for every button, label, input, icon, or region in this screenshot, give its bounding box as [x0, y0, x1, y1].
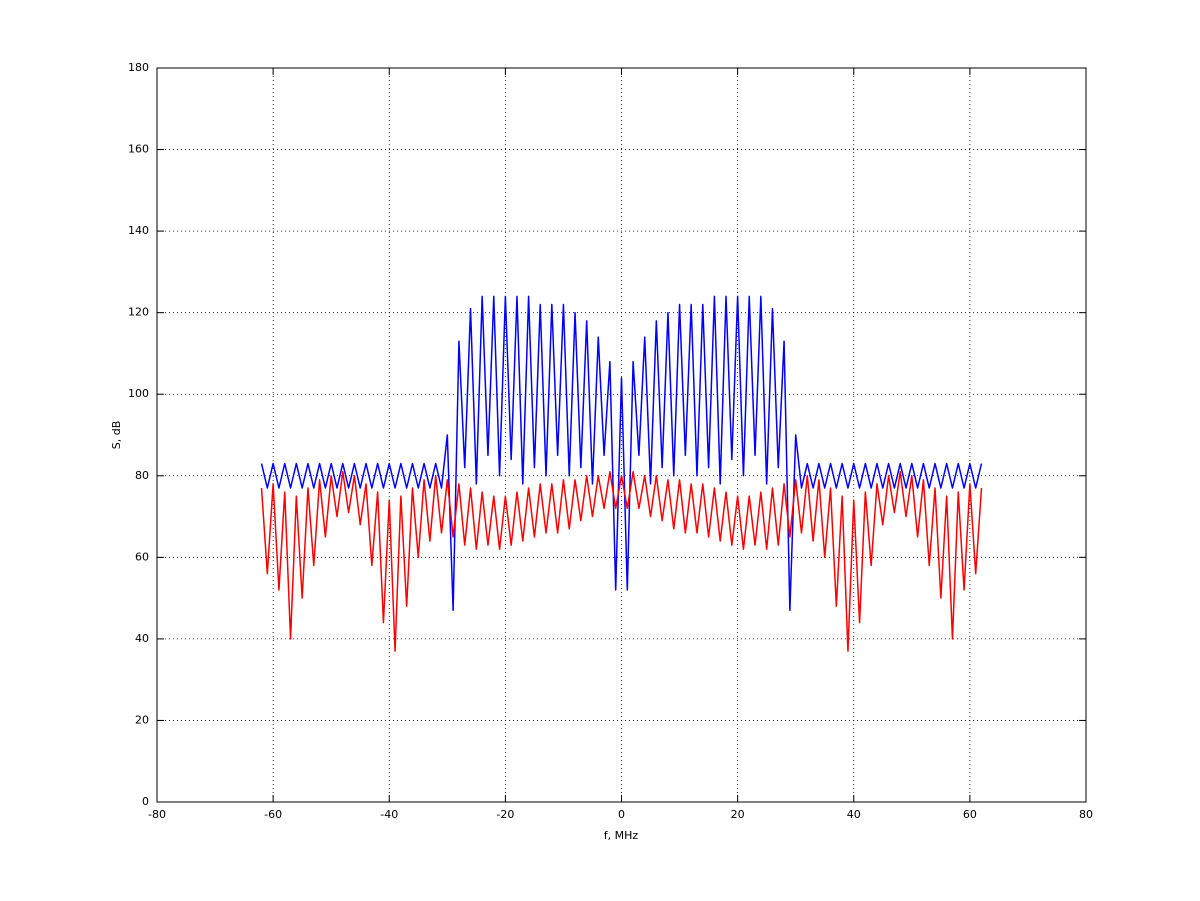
x-tick-label: -80: [148, 808, 166, 821]
x-tick-label: 20: [731, 808, 745, 821]
x-tick-label: -60: [264, 808, 282, 821]
data-line: [260, 295, 983, 612]
y-tick-label: 120: [128, 306, 149, 319]
y-tick-label: 180: [128, 61, 149, 74]
y-axis-label: S, dB: [110, 421, 123, 450]
y-tick-label: 140: [128, 224, 149, 237]
x-tick-label: 0: [618, 808, 625, 821]
y-tick-label: 80: [135, 469, 149, 482]
y-tick-label: 40: [135, 632, 149, 645]
x-tick-label: 60: [963, 808, 977, 821]
x-tick-label: -40: [380, 808, 398, 821]
plot-frame: [156, 67, 1087, 803]
plot-area: [157, 68, 1086, 802]
y-tick-label: 160: [128, 143, 149, 156]
y-tick-label: 100: [128, 387, 149, 400]
y-tick-label: 60: [135, 550, 149, 563]
x-tick-label: -20: [496, 808, 514, 821]
x-axis-label: f, MHz: [604, 829, 639, 842]
y-tick-label: 0: [142, 795, 149, 808]
data-line: [260, 470, 983, 652]
y-tick-label: 20: [135, 713, 149, 726]
x-tick-label: 40: [847, 808, 861, 821]
x-tick-label: 80: [1079, 808, 1093, 821]
